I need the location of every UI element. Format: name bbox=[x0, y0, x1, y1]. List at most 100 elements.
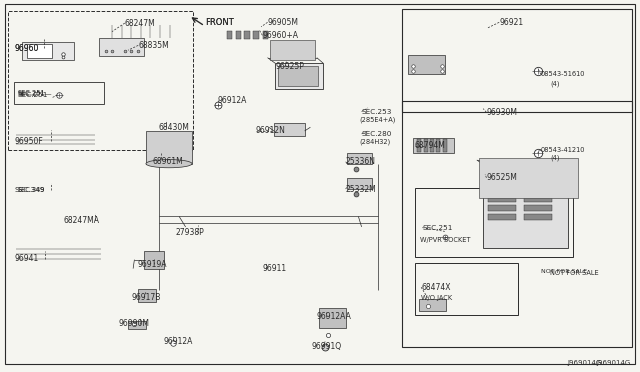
Bar bbox=[479, 158, 578, 198]
Bar bbox=[146, 131, 192, 164]
Bar bbox=[227, 31, 232, 39]
Text: (4): (4) bbox=[550, 80, 560, 87]
Text: 96917B: 96917B bbox=[131, 293, 161, 302]
Text: 68430M: 68430M bbox=[159, 123, 189, 132]
Text: 96960: 96960 bbox=[14, 44, 38, 53]
Bar bbox=[27, 44, 52, 58]
Text: SEC.251: SEC.251 bbox=[18, 92, 48, 98]
Bar bbox=[128, 321, 146, 329]
Text: 68961M: 68961M bbox=[152, 157, 183, 166]
Text: NOT FOR SALE: NOT FOR SALE bbox=[541, 269, 588, 274]
Text: 96990M: 96990M bbox=[118, 319, 149, 328]
Text: 96950F: 96950F bbox=[14, 137, 43, 146]
Bar bbox=[415, 188, 573, 257]
Text: J969014G: J969014G bbox=[567, 360, 602, 366]
Ellipse shape bbox=[146, 126, 192, 134]
Bar bbox=[424, 139, 428, 152]
Bar bbox=[263, 31, 268, 39]
Text: 25336N: 25336N bbox=[346, 157, 376, 166]
Text: J969014G: J969014G bbox=[596, 360, 630, 366]
Bar bbox=[278, 66, 318, 86]
Text: 96912A: 96912A bbox=[163, 337, 193, 346]
Bar bbox=[244, 31, 250, 39]
Polygon shape bbox=[127, 145, 397, 308]
Bar bbox=[138, 289, 156, 302]
Text: 96960+A: 96960+A bbox=[262, 31, 298, 40]
Bar bbox=[8, 11, 193, 150]
Text: 96941: 96941 bbox=[14, 254, 38, 263]
Bar bbox=[99, 38, 144, 56]
Text: W/PVR SOCKET: W/PVR SOCKET bbox=[420, 237, 470, 243]
Text: 08543-51610: 08543-51610 bbox=[541, 71, 586, 77]
Text: 96911: 96911 bbox=[262, 264, 287, 273]
Bar bbox=[275, 63, 323, 89]
Polygon shape bbox=[16, 33, 115, 68]
Bar bbox=[436, 139, 440, 152]
Text: 96912AA: 96912AA bbox=[317, 312, 351, 321]
Polygon shape bbox=[408, 7, 556, 77]
Text: NOT FOR SALE: NOT FOR SALE bbox=[550, 270, 599, 276]
Ellipse shape bbox=[146, 160, 192, 168]
Text: 96905M: 96905M bbox=[268, 18, 298, 27]
Polygon shape bbox=[146, 111, 197, 131]
Text: (285E4+A): (285E4+A) bbox=[360, 116, 396, 123]
Bar bbox=[402, 101, 632, 347]
Text: SEC.251: SEC.251 bbox=[422, 225, 452, 231]
Polygon shape bbox=[138, 287, 390, 306]
Bar bbox=[417, 139, 421, 152]
Text: SEC.251: SEC.251 bbox=[18, 90, 45, 96]
Bar bbox=[488, 205, 516, 211]
Bar bbox=[419, 299, 446, 311]
Bar bbox=[430, 139, 434, 152]
Text: 68247M: 68247M bbox=[125, 19, 156, 28]
Text: (4): (4) bbox=[550, 155, 560, 161]
Text: (284H32): (284H32) bbox=[360, 139, 391, 145]
Text: SEC.253: SEC.253 bbox=[362, 109, 392, 115]
Text: 96921: 96921 bbox=[499, 18, 524, 27]
Text: 68794M: 68794M bbox=[415, 141, 445, 150]
Bar bbox=[402, 9, 632, 112]
Text: SEC.349: SEC.349 bbox=[14, 187, 44, 193]
Text: 96991Q: 96991Q bbox=[312, 342, 342, 351]
Text: 68474X: 68474X bbox=[421, 283, 451, 292]
Text: W/O JACK: W/O JACK bbox=[421, 295, 452, 301]
Text: 96525M: 96525M bbox=[486, 173, 517, 182]
Bar bbox=[22, 42, 74, 60]
Polygon shape bbox=[95, 37, 144, 57]
Bar bbox=[483, 164, 568, 248]
Bar bbox=[14, 82, 104, 104]
Text: FRONT: FRONT bbox=[205, 18, 234, 27]
Bar bbox=[347, 178, 372, 189]
Text: SEC.280: SEC.280 bbox=[362, 131, 392, 137]
Polygon shape bbox=[38, 204, 134, 226]
Text: 68835M: 68835M bbox=[138, 41, 169, 50]
Text: 96912A: 96912A bbox=[218, 96, 247, 105]
Bar bbox=[524, 195, 552, 202]
Bar bbox=[524, 186, 552, 193]
Text: 96912N: 96912N bbox=[256, 126, 286, 135]
Bar bbox=[270, 40, 315, 60]
Bar bbox=[347, 153, 372, 164]
Text: SEC.251―: SEC.251― bbox=[18, 91, 52, 97]
Bar bbox=[488, 195, 516, 202]
Text: FRONT: FRONT bbox=[205, 18, 234, 27]
Bar bbox=[413, 138, 454, 153]
Bar bbox=[488, 186, 516, 193]
Bar bbox=[408, 55, 445, 74]
Bar bbox=[253, 31, 259, 39]
Polygon shape bbox=[218, 20, 285, 43]
Polygon shape bbox=[14, 235, 104, 271]
Polygon shape bbox=[14, 126, 99, 157]
Bar bbox=[524, 205, 552, 211]
Bar bbox=[488, 214, 516, 220]
Text: 96960: 96960 bbox=[14, 44, 38, 53]
Bar bbox=[236, 31, 241, 39]
Bar bbox=[144, 251, 164, 269]
Text: SEC.349: SEC.349 bbox=[18, 187, 45, 193]
Text: 08543-41210: 08543-41210 bbox=[541, 147, 586, 153]
Text: 96930M: 96930M bbox=[486, 108, 517, 117]
Polygon shape bbox=[14, 169, 112, 206]
Polygon shape bbox=[148, 149, 387, 163]
Bar bbox=[274, 123, 305, 136]
Bar bbox=[524, 214, 552, 220]
